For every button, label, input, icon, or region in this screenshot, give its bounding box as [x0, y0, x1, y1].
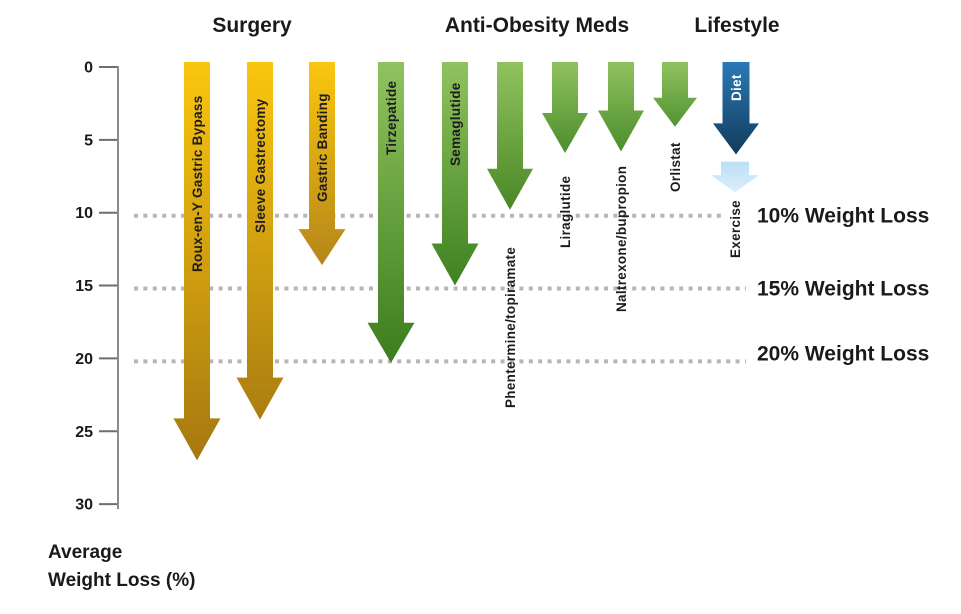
arrow-roux-en-y-gastric-bypass [173, 62, 221, 461]
y-axis-tick-label-10: 10 [75, 205, 93, 222]
y-axis-tick-label-30: 30 [75, 497, 93, 514]
y-axis-tick-label-20: 20 [75, 351, 93, 368]
group-header-surgery: Surgery [212, 14, 292, 37]
arrow-orlistat [653, 62, 697, 127]
arrow-label-gastric-banding: Gastric Banding [315, 93, 330, 202]
arrow-phentermine-topiramate [487, 62, 533, 210]
arrow-liraglutide [542, 62, 588, 153]
y-axis-tick-label-25: 25 [75, 424, 93, 441]
arrow-label-sleeve-gastrectomy: Sleeve Gastrectomy [253, 98, 268, 233]
y-axis-caption-line-2: Weight Loss (%) [48, 570, 196, 591]
arrow-label-naltrexone-bupropion: Naltrexone/bupropion [614, 166, 629, 312]
arrow-label-diet: Diet [729, 74, 744, 101]
group-header-anti-obesity-meds: Anti-Obesity Meds [444, 14, 630, 37]
arrow-sleeve-gastrectomy [236, 62, 284, 420]
arrow-exercise [711, 161, 759, 193]
arrow-label-roux-en-y-gastric-bypass: Roux-en-Y Gastric Bypass [190, 95, 205, 272]
y-axis-tick-label-5: 5 [84, 132, 93, 149]
arrow-label-tirzepatide: Tirzepatide [384, 80, 399, 155]
arrow-label-semaglutide: Semaglutide [448, 82, 463, 166]
y-axis-caption-line-1: Average [48, 542, 123, 563]
y-axis-tick-label-15: 15 [75, 278, 93, 295]
y-axis-caption: Average Weight Loss (%) [48, 539, 195, 595]
arrow-label-orlistat: Orlistat [668, 142, 683, 192]
reference-line-label-10: 10% Weight Loss [757, 205, 929, 228]
y-axis-tick-label-0: 0 [84, 60, 93, 77]
arrow-gastric-banding [298, 62, 346, 266]
arrow-semaglutide [431, 62, 479, 286]
arrow-label-liraglutide: Liraglutide [558, 176, 573, 248]
reference-line-label-20: 20% Weight Loss [757, 342, 929, 365]
group-header-lifestyle: Lifestyle [694, 14, 780, 37]
arrow-diet [713, 62, 759, 155]
arrow-label-phentermine-topiramate: Phentermine/topiramate [503, 247, 518, 408]
arrow-tirzepatide [367, 62, 415, 363]
arrow-naltrexone-bupropion [598, 62, 644, 152]
arrow-label-exercise: Exercise [728, 200, 743, 258]
reference-line-label-15: 15% Weight Loss [757, 278, 929, 301]
